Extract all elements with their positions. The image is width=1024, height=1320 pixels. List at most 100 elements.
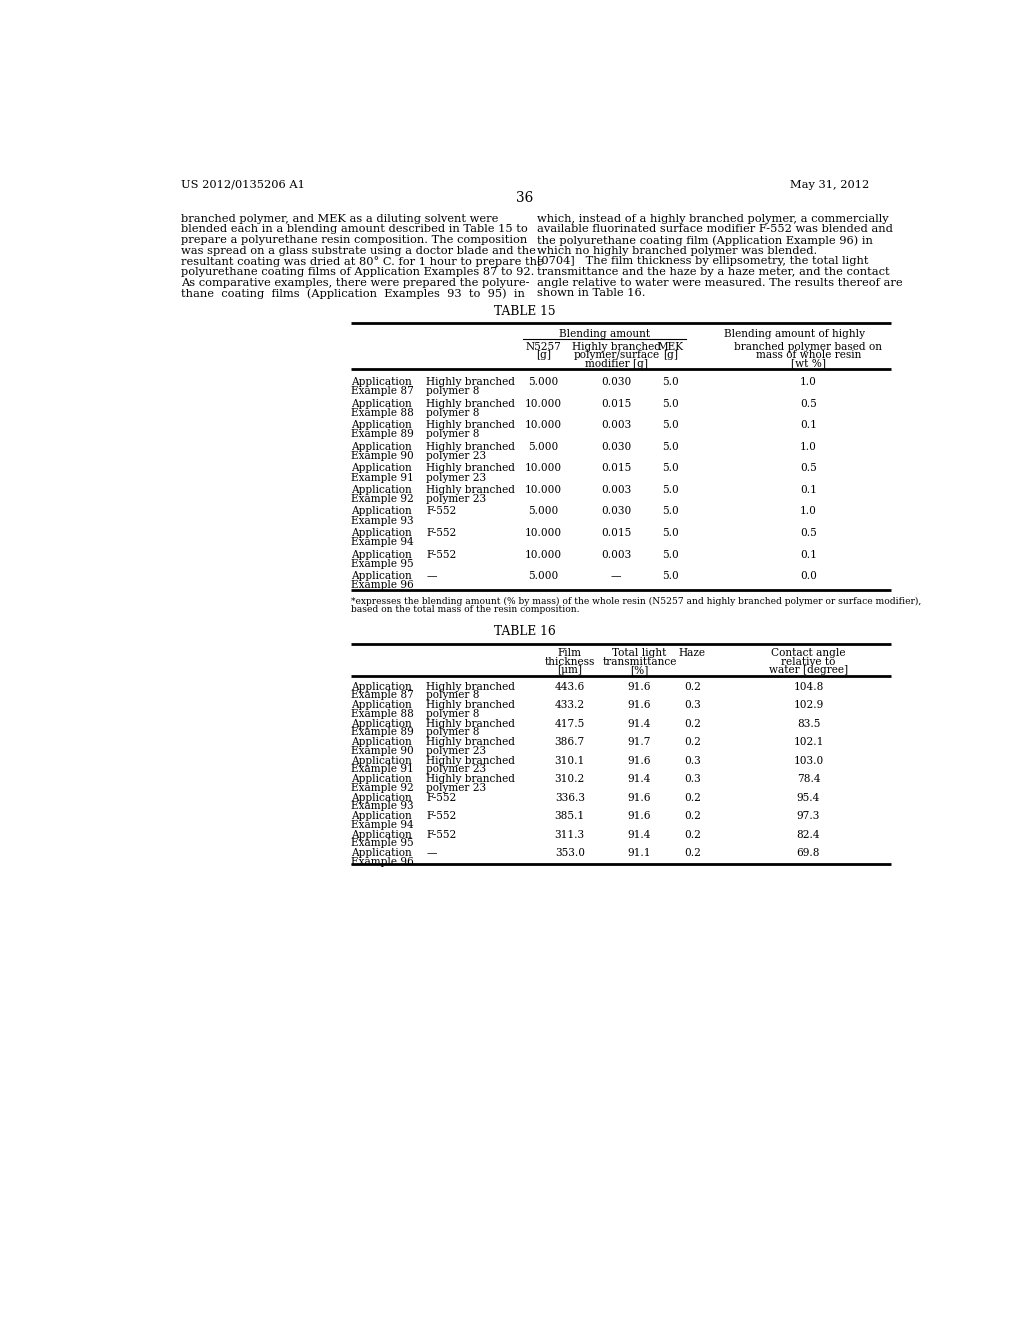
Text: Highly branched: Highly branched bbox=[426, 756, 515, 766]
Text: 0.015: 0.015 bbox=[601, 463, 632, 474]
Text: transmittance and the haze by a haze meter, and the contact: transmittance and the haze by a haze met… bbox=[538, 267, 890, 277]
Text: Application: Application bbox=[351, 849, 412, 858]
Text: polymer 23: polymer 23 bbox=[426, 473, 486, 483]
Text: 5.0: 5.0 bbox=[663, 399, 679, 409]
Text: polymer 8: polymer 8 bbox=[426, 429, 480, 440]
Text: transmittance: transmittance bbox=[602, 656, 677, 667]
Text: 5.0: 5.0 bbox=[663, 484, 679, 495]
Text: [μm]: [μm] bbox=[557, 665, 583, 675]
Text: 0.030: 0.030 bbox=[601, 378, 632, 387]
Text: 0.030: 0.030 bbox=[601, 442, 632, 451]
Text: polymer 23: polymer 23 bbox=[426, 451, 486, 461]
Text: Application: Application bbox=[351, 420, 412, 430]
Text: polymer 8: polymer 8 bbox=[426, 690, 480, 701]
Text: As comparative examples, there were prepared the polyure-: As comparative examples, there were prep… bbox=[180, 277, 529, 288]
Text: Example 91: Example 91 bbox=[351, 473, 414, 483]
Text: polymer 23: polymer 23 bbox=[426, 746, 486, 756]
Text: [g]: [g] bbox=[663, 350, 678, 360]
Text: Contact angle: Contact angle bbox=[771, 648, 846, 659]
Text: 0.1: 0.1 bbox=[800, 549, 817, 560]
Text: shown in Table 16.: shown in Table 16. bbox=[538, 288, 646, 298]
Text: F-552: F-552 bbox=[426, 793, 457, 803]
Text: 91.4: 91.4 bbox=[628, 719, 651, 729]
Text: Application: Application bbox=[351, 549, 412, 560]
Text: Highly branched: Highly branched bbox=[426, 775, 515, 784]
Text: Example 90: Example 90 bbox=[351, 451, 414, 461]
Text: polymer 23: polymer 23 bbox=[426, 764, 486, 775]
Text: Example 89: Example 89 bbox=[351, 727, 414, 738]
Text: blended each in a blending amount described in Table 15 to: blended each in a blending amount descri… bbox=[180, 224, 527, 235]
Text: Application: Application bbox=[351, 830, 412, 840]
Text: Example 89: Example 89 bbox=[351, 429, 414, 440]
Text: 0.003: 0.003 bbox=[601, 420, 632, 430]
Text: Example 92: Example 92 bbox=[351, 494, 414, 504]
Text: MEK: MEK bbox=[657, 342, 684, 351]
Text: Blending amount of highly: Blending amount of highly bbox=[724, 330, 865, 339]
Text: Example 95: Example 95 bbox=[351, 838, 414, 849]
Text: 5.0: 5.0 bbox=[663, 420, 679, 430]
Text: Application: Application bbox=[351, 775, 412, 784]
Text: Example 87: Example 87 bbox=[351, 387, 414, 396]
Text: Highly branched: Highly branched bbox=[426, 399, 515, 409]
Text: 0.003: 0.003 bbox=[601, 484, 632, 495]
Text: 5.000: 5.000 bbox=[528, 442, 558, 451]
Text: F-552: F-552 bbox=[426, 507, 457, 516]
Text: 0.015: 0.015 bbox=[601, 528, 632, 539]
Text: 0.3: 0.3 bbox=[684, 756, 700, 766]
Text: Highly branched: Highly branched bbox=[426, 484, 515, 495]
Text: 91.4: 91.4 bbox=[628, 775, 651, 784]
Text: 1.0: 1.0 bbox=[800, 507, 817, 516]
Text: 103.0: 103.0 bbox=[794, 756, 823, 766]
Text: Application: Application bbox=[351, 756, 412, 766]
Text: 0.3: 0.3 bbox=[684, 701, 700, 710]
Text: Application: Application bbox=[351, 701, 412, 710]
Text: thane  coating  films  (Application  Examples  93  to  95)  in: thane coating films (Application Example… bbox=[180, 288, 524, 298]
Text: which, instead of a highly branched polymer, a commercially: which, instead of a highly branched poly… bbox=[538, 214, 889, 224]
Text: [g]: [g] bbox=[536, 350, 551, 360]
Text: Application: Application bbox=[351, 399, 412, 409]
Text: 336.3: 336.3 bbox=[555, 793, 585, 803]
Text: 91.6: 91.6 bbox=[628, 812, 651, 821]
Text: 10.000: 10.000 bbox=[525, 484, 562, 495]
Text: 0.5: 0.5 bbox=[800, 399, 817, 409]
Text: 78.4: 78.4 bbox=[797, 775, 820, 784]
Text: 0.2: 0.2 bbox=[684, 793, 700, 803]
Text: Example 95: Example 95 bbox=[351, 558, 414, 569]
Text: the polyurethane coating film (Application Example 96) in: the polyurethane coating film (Applicati… bbox=[538, 235, 873, 246]
Text: Example 94: Example 94 bbox=[351, 537, 414, 548]
Text: Application: Application bbox=[351, 793, 412, 803]
Text: which no highly branched polymer was blended.: which no highly branched polymer was ble… bbox=[538, 246, 817, 256]
Text: polymer/surface: polymer/surface bbox=[573, 350, 659, 360]
Text: 310.2: 310.2 bbox=[555, 775, 585, 784]
Text: Example 93: Example 93 bbox=[351, 516, 414, 525]
Text: available fluorinated surface modifier F-552 was blended and: available fluorinated surface modifier F… bbox=[538, 224, 893, 235]
Text: Application: Application bbox=[351, 528, 412, 539]
Text: 0.5: 0.5 bbox=[800, 528, 817, 539]
Text: F-552: F-552 bbox=[426, 830, 457, 840]
Text: 1.0: 1.0 bbox=[800, 378, 817, 387]
Text: Highly branched: Highly branched bbox=[426, 682, 515, 692]
Text: —: — bbox=[426, 849, 437, 858]
Text: Example 88: Example 88 bbox=[351, 408, 414, 418]
Text: Total light: Total light bbox=[612, 648, 667, 659]
Text: 5.0: 5.0 bbox=[663, 572, 679, 581]
Text: polyurethane coating films of Application Examples 87 to 92.: polyurethane coating films of Applicatio… bbox=[180, 267, 535, 277]
Text: 433.2: 433.2 bbox=[555, 701, 585, 710]
Text: branched polymer based on: branched polymer based on bbox=[734, 342, 883, 351]
Text: 91.6: 91.6 bbox=[628, 682, 651, 692]
Text: 5.0: 5.0 bbox=[663, 549, 679, 560]
Text: was spread on a glass substrate using a doctor blade and the: was spread on a glass substrate using a … bbox=[180, 246, 536, 256]
Text: F-552: F-552 bbox=[426, 528, 457, 539]
Text: 386.7: 386.7 bbox=[555, 738, 585, 747]
Text: Application: Application bbox=[351, 378, 412, 387]
Text: based on the total mass of the resin composition.: based on the total mass of the resin com… bbox=[351, 605, 580, 614]
Text: 0.3: 0.3 bbox=[684, 775, 700, 784]
Text: 10.000: 10.000 bbox=[525, 528, 562, 539]
Text: Application: Application bbox=[351, 682, 412, 692]
Text: 5.000: 5.000 bbox=[528, 378, 558, 387]
Text: 91.6: 91.6 bbox=[628, 701, 651, 710]
Text: Highly branched: Highly branched bbox=[426, 719, 515, 729]
Text: 102.9: 102.9 bbox=[794, 701, 823, 710]
Text: 5.0: 5.0 bbox=[663, 378, 679, 387]
Text: 97.3: 97.3 bbox=[797, 812, 820, 821]
